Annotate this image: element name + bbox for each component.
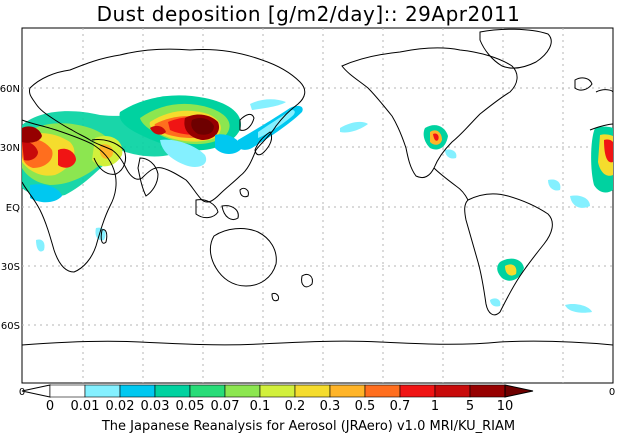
- colorbar-box: [189, 384, 226, 398]
- colorbar-box: [49, 384, 86, 398]
- credit-line: The Japanese Reanalysis for Aerosol (JRA…: [101, 419, 516, 434]
- colorbar-label: 0.7: [390, 399, 411, 414]
- colorbar-label: 0.03: [141, 399, 170, 414]
- lon-label-right: 0: [609, 387, 615, 398]
- lat-label-30n: 30N: [0, 143, 20, 154]
- colorbar-box: [259, 384, 296, 398]
- colorbar-arrow-left: [21, 384, 51, 398]
- map-title: Dust deposition [g/m2/day]:: 29Apr2011: [96, 2, 521, 26]
- colorbar-label: 0.5: [355, 399, 376, 414]
- colorbar-label: 0.1: [250, 399, 271, 414]
- colorbar-box: [329, 384, 366, 398]
- colorbar-label: 0: [46, 399, 54, 414]
- colorbar-box: [469, 384, 506, 398]
- colorbar-label: 0.05: [176, 399, 205, 414]
- lat-label-30s: 30S: [1, 262, 20, 273]
- colorbar-box: [294, 384, 331, 398]
- colorbar-label: 0.01: [71, 399, 100, 414]
- colorbar-label: 0.02: [106, 399, 135, 414]
- dust-field: [22, 95, 613, 313]
- colorbar-box: [434, 384, 471, 398]
- colorbar-arrow-right: [504, 384, 534, 398]
- colorbar-box: [84, 384, 121, 398]
- colorbar-label: 1: [431, 399, 439, 414]
- colorbar-box: [399, 384, 436, 398]
- colorbar-box: [364, 384, 401, 398]
- coastlines: [21, 28, 614, 346]
- colorbar-box: [119, 384, 156, 398]
- lon-label-left: 0: [19, 387, 25, 398]
- colorbar-labels: 0 0.01 0.02 0.03 0.05 0.07 0.1 0.2 0.3 0.5 0.7 1 5 10: [46, 399, 513, 414]
- colorbar-box: [224, 384, 261, 398]
- lat-label-60s: 60S: [1, 321, 20, 332]
- colorbar-label: 10: [497, 399, 514, 414]
- colorbar: [21, 384, 534, 398]
- longitude-labels: 0 0: [19, 387, 615, 398]
- colorbar-label: 0.3: [320, 399, 341, 414]
- colorbar-box: [154, 384, 191, 398]
- latitude-labels: 60N 30N EQ 30S 60S: [0, 84, 20, 332]
- lat-label-eq: EQ: [6, 203, 20, 214]
- colorbar-label: 5: [466, 399, 474, 414]
- colorbar-label: 0.07: [211, 399, 240, 414]
- lat-label-60n: 60N: [0, 84, 20, 95]
- colorbar-label: 0.2: [285, 399, 306, 414]
